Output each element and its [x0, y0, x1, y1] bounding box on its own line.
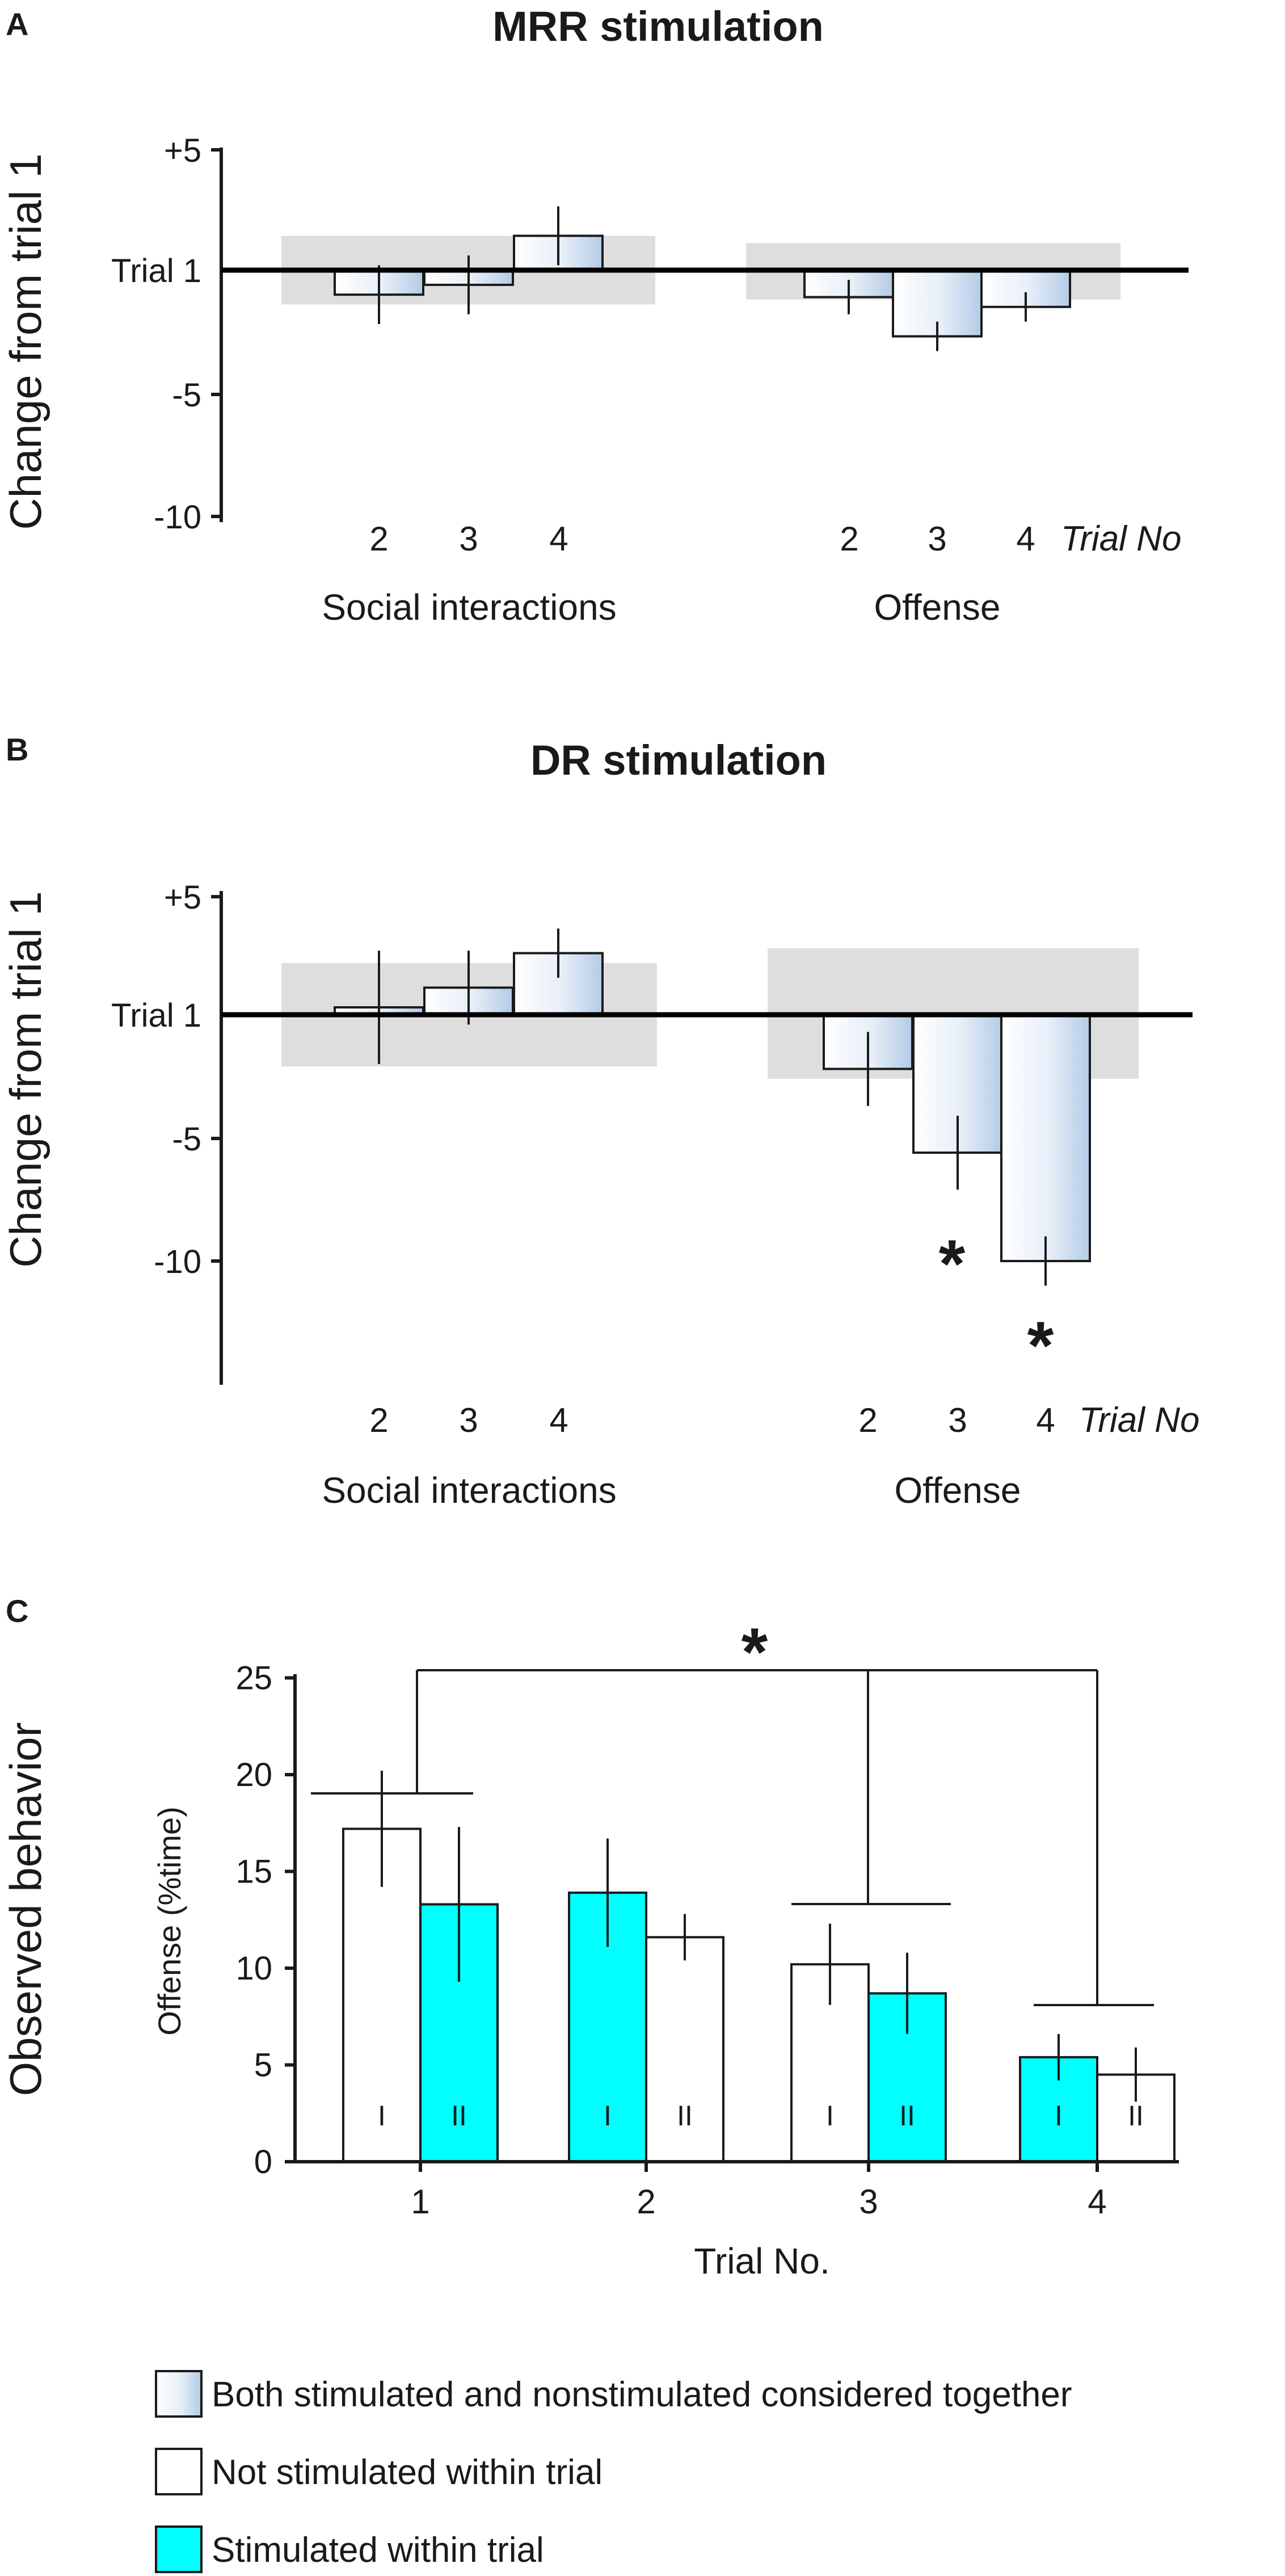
bar-group-label: II [1128, 2100, 1144, 2132]
y-tick-label: 15 [235, 1854, 272, 1890]
bar-group-label: I [826, 2100, 834, 2132]
panel-b-social-category-label: 4 [549, 1401, 568, 1439]
y-tick-label: 0 [254, 2144, 272, 2180]
panel-a: A MRR stimulation Change from trial 1 +5… [1, 3, 1189, 628]
panel-a-y-axis-label: Change from trial 1 [1, 153, 50, 530]
y-tick-label: 25 [235, 1660, 272, 1697]
panel-letter-b: B [6, 732, 28, 767]
panel-b-offense-category-label: 2 [858, 1401, 877, 1439]
legend-label-not-stimulated: Not stimulated within trial [212, 2453, 603, 2492]
panel-b-significance-star: * [1027, 1308, 1054, 1384]
y-tick-label: 20 [235, 1756, 272, 1793]
panel-b-offense-category-label: 4 [1036, 1401, 1055, 1439]
panel-letter-a: A [6, 6, 28, 42]
bar-group-label: II [899, 2100, 915, 2132]
panel-c-significance-bracket [311, 1669, 1154, 2006]
panel-a-social-category-label: 4 [549, 520, 568, 558]
panel-b-ytick-label: -10 [154, 1243, 201, 1280]
panel-a-offense-category-label: 2 [840, 520, 858, 558]
panel-a-title: MRR stimulation [492, 3, 824, 50]
panel-b-social-category-label: 3 [459, 1401, 478, 1439]
bar-group-label: I [604, 2100, 612, 2132]
panel-a-ytick-label: -5 [172, 377, 201, 414]
panel-b-social-category-label: 2 [369, 1401, 388, 1439]
bar-group-label: II [451, 2100, 467, 2132]
x-tick-label: 2 [637, 2183, 655, 2221]
y-tick-label: 10 [235, 1950, 272, 1987]
panel-c-outer-y-label: Observed behavior [1, 1722, 50, 2096]
x-tick-label: 1 [411, 2183, 429, 2221]
panel-a-offense-category-label: 3 [928, 520, 946, 558]
legend-swatch-cyan [155, 2525, 203, 2573]
x-tick-label: 3 [859, 2183, 878, 2221]
panel-c-significance-star: * [741, 1614, 768, 1690]
panel-b-ytick-label: -5 [172, 1121, 201, 1158]
legend-label-stimulated: Stimulated within trial [212, 2531, 544, 2570]
panel-a-ytick-label: Trial 1 [111, 253, 201, 289]
panel-b-title: DR stimulation [530, 737, 827, 784]
panel-b-significance-star: * [939, 1226, 966, 1302]
panel-b-offense-category-label: 3 [948, 1401, 967, 1439]
bar [1000, 1014, 1091, 1262]
panel-a-group-label-offense: Offense [874, 587, 1001, 628]
panel-b-group-label-offense: Offense [895, 1470, 1021, 1511]
panel-a-group-label-social: Social interactions [322, 587, 616, 628]
panel-b: B DR stimulation Change from trial 1 +5 … [1, 732, 1199, 1511]
bar-group-label: I [1055, 2100, 1063, 2132]
legend-swatch-white [155, 2448, 203, 2495]
panel-c: C Observed behavior Offense (%time) I II I… [1, 1593, 1179, 2281]
panel-a-offense-category-label: 4 [1016, 520, 1035, 558]
y-tick-label: 5 [254, 2047, 272, 2084]
panel-b-ytick-label: +5 [164, 879, 201, 916]
panel-a-social-category-label: 2 [369, 520, 388, 558]
panel-c-x-axis-label: Trial No. [694, 2241, 829, 2281]
panel-letter-c: C [6, 1593, 28, 1629]
panel-b-y-axis-label: Change from trial 1 [1, 891, 50, 1267]
panel-b-group-label-social: Social interactions [322, 1470, 616, 1511]
panel-a-ytick-label: +5 [164, 132, 201, 169]
panel-b-ytick-label: Trial 1 [111, 997, 201, 1034]
legend: Both stimulated and nonstimulated consid… [155, 2370, 1072, 2573]
panel-a-ytick-label: -10 [154, 499, 201, 536]
legend-swatch-gradient [155, 2370, 203, 2418]
bar-group-label: II [677, 2100, 693, 2132]
x-tick-label: 4 [1088, 2183, 1106, 2221]
bar-group-label: I [378, 2100, 386, 2132]
panel-b-trial-no-label: Trial No [1079, 1401, 1199, 1440]
panel-c-y-axis-label: Offense (%time) [151, 1806, 187, 2036]
panel-a-social-category-label: 3 [459, 520, 478, 558]
legend-label-both: Both stimulated and nonstimulated consid… [212, 2375, 1072, 2414]
panel-a-trial-no-label: Trial No [1061, 519, 1181, 558]
